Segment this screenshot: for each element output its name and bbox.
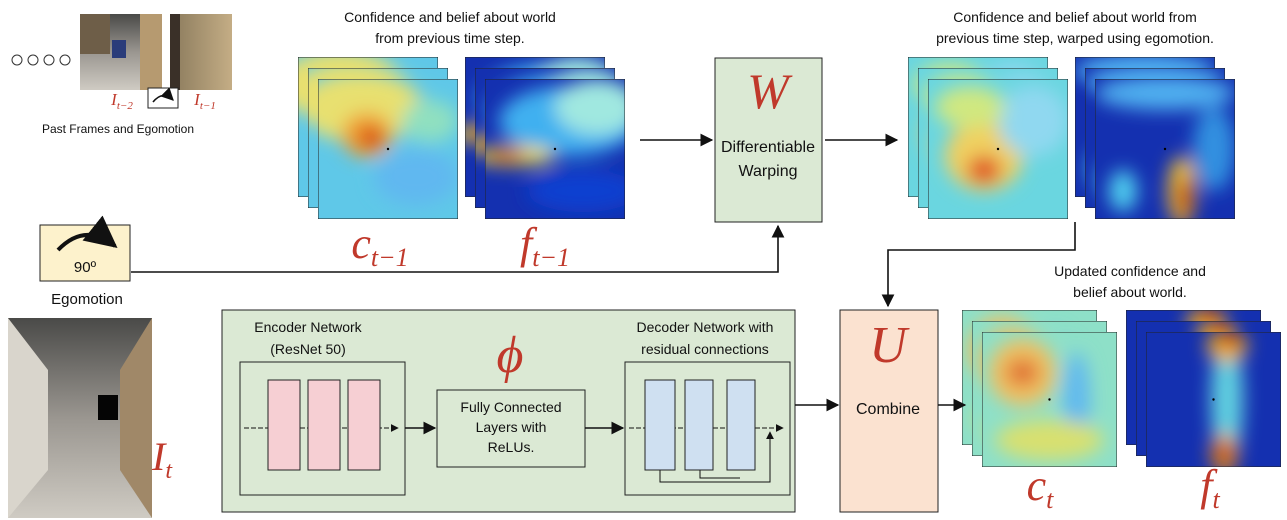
blob	[1095, 79, 1235, 110]
caption: belief about world.	[1073, 284, 1187, 300]
map-blobs	[485, 79, 625, 212]
warp-label: Differentiable	[721, 139, 815, 156]
frame-label: It	[151, 434, 173, 484]
network-symbol: ϕ	[497, 327, 524, 384]
fc-label: ReLUs.	[488, 439, 535, 455]
state-label: ft	[1200, 461, 1220, 514]
current-frame-image	[8, 318, 152, 518]
blob	[1210, 332, 1244, 467]
past-frames: It−2 It−1 Past Frames and Egomotion	[11, 14, 232, 136]
warp-box	[714, 57, 823, 223]
dot	[11, 54, 23, 66]
blob	[1193, 107, 1235, 191]
heatmap	[1095, 79, 1235, 219]
blob	[998, 86, 1068, 156]
agent-dot	[1048, 398, 1051, 401]
caption: Past Frames and Egomotion	[42, 122, 194, 136]
dot	[59, 54, 71, 66]
map-stack	[1126, 310, 1281, 467]
blob	[995, 419, 1104, 461]
blob	[935, 86, 1005, 128]
heatmap	[982, 332, 1117, 467]
encoder-label: (ResNet 50)	[270, 341, 345, 357]
caption: previous time step, warped using egomoti…	[936, 30, 1214, 46]
map-stack	[1075, 57, 1235, 219]
map-blobs	[988, 338, 1104, 461]
agent-dot	[1163, 147, 1167, 151]
warp-label: Warping	[739, 163, 798, 180]
dot	[43, 54, 55, 66]
warp-symbol: W	[747, 63, 793, 119]
map-blobs	[318, 79, 458, 205]
turn-arrow	[152, 87, 174, 103]
decoder-layers	[629, 379, 784, 483]
heatmap	[1146, 332, 1281, 467]
egomotion-icon	[147, 87, 179, 109]
map-blobs	[1206, 332, 1248, 467]
fc-label: Fully Connected	[460, 399, 561, 415]
agent-dot	[996, 147, 1000, 151]
blob	[1177, 177, 1192, 219]
caption: Updated confidence and	[1054, 263, 1206, 279]
blob	[555, 79, 625, 135]
decoder-label: residual connections	[641, 341, 769, 357]
agent-dot	[386, 147, 390, 151]
update-label: Combine	[856, 401, 920, 418]
agent-dot	[1212, 398, 1215, 401]
caption: Confidence and belief about world	[344, 9, 556, 25]
arrow	[131, 224, 785, 273]
blob	[402, 100, 458, 142]
blob	[527, 170, 625, 212]
blob	[1218, 332, 1241, 347]
update-box	[839, 309, 939, 513]
blob	[967, 156, 1001, 184]
heatmap	[928, 79, 1068, 219]
state-label: ct−1	[351, 219, 408, 272]
caption: from previous time step.	[375, 30, 524, 46]
map-stacks	[298, 57, 1281, 467]
caption: Confidence and belief about world from	[953, 9, 1197, 25]
encoder-label: Encoder Network	[254, 319, 362, 335]
decoder-label: Decoder Network with	[637, 319, 774, 335]
blob	[1216, 442, 1233, 465]
frame-image	[80, 14, 162, 90]
caption: Egomotion	[51, 291, 123, 308]
map-stack	[465, 57, 625, 219]
encoder-layers	[244, 379, 399, 471]
blob	[360, 128, 383, 148]
heatmap	[318, 79, 458, 219]
map-stack	[908, 57, 1068, 219]
turn-arrow	[56, 215, 118, 252]
map-stack	[298, 57, 458, 219]
blob	[1109, 170, 1137, 212]
frame-image	[170, 14, 232, 90]
decoder-box	[624, 361, 791, 496]
state-label: ct	[1027, 461, 1055, 514]
heatmap	[485, 79, 625, 219]
blob	[485, 150, 527, 162]
dot	[27, 54, 39, 66]
angle: 90º	[74, 259, 97, 276]
map-stack	[962, 310, 1117, 467]
update-symbol: U	[869, 317, 910, 374]
frame-label: It−2	[110, 90, 133, 112]
agent-dot	[553, 147, 557, 151]
frame-label: It−1	[193, 90, 216, 112]
map-blobs	[1095, 79, 1235, 219]
blob	[374, 149, 458, 205]
arrow	[881, 222, 1076, 308]
fc-label: Layers with	[476, 419, 547, 435]
state-label: ft−1	[520, 219, 570, 272]
map-blobs	[935, 86, 1068, 191]
blob	[1006, 359, 1039, 386]
